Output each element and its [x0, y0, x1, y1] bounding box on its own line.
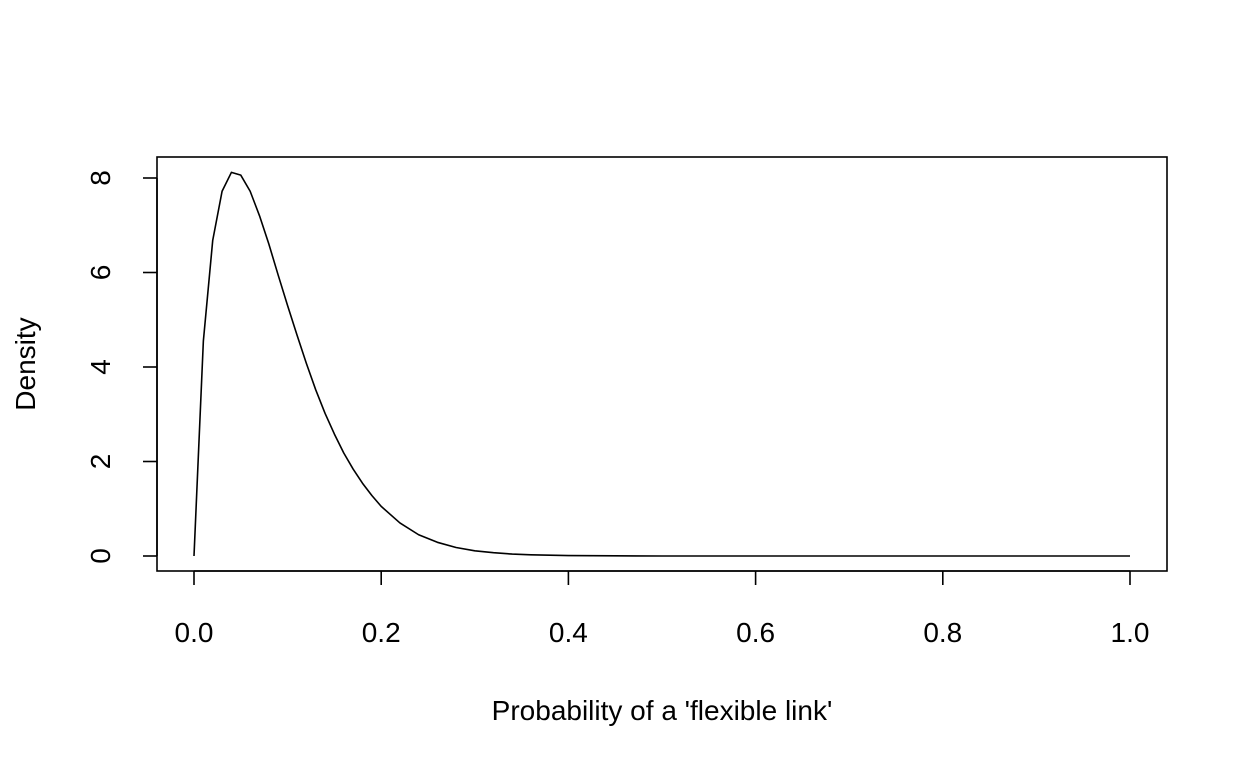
y-tick-label: 8 — [85, 170, 116, 186]
y-tick-label: 6 — [85, 265, 116, 281]
plot-box — [156, 156, 1168, 572]
density-curve — [193, 171, 1130, 557]
y-tick-label: 2 — [85, 454, 116, 470]
x-tick-label: 0.0 — [175, 617, 214, 648]
x-axis: 0.0 0.2 0.4 0.6 0.8 1.0 — [175, 570, 1150, 648]
x-tick-label: 0.4 — [549, 617, 588, 648]
x-tick-label: 0.2 — [362, 617, 401, 648]
y-axis-label: Density — [10, 317, 41, 410]
x-tick-label: 0.8 — [923, 617, 962, 648]
y-axis: 0 2 4 6 8 — [85, 170, 158, 564]
x-tick-label: 0.6 — [736, 617, 775, 648]
x-axis-label: Probability of a 'flexible link' — [492, 695, 833, 726]
x-tick-label: 1.0 — [1111, 617, 1150, 648]
y-tick-label: 0 — [85, 548, 116, 564]
y-tick-label: 4 — [85, 359, 116, 375]
